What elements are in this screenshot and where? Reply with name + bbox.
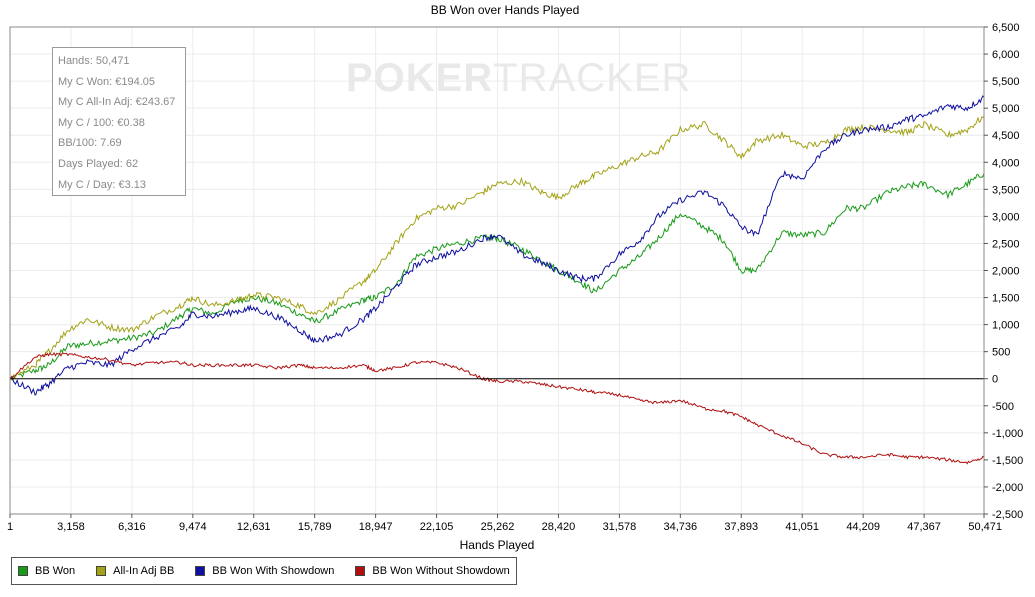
- x-tick-label: 28,420: [542, 521, 576, 533]
- x-tick-label: 47,367: [907, 521, 941, 533]
- legend-label: All-In Adj BB: [113, 565, 175, 577]
- y-tick-label: 2,000: [992, 266, 1020, 278]
- x-tick-label: 15,789: [298, 521, 332, 533]
- y-tick-label: 1,000: [992, 320, 1020, 332]
- y-tick-label: -2,000: [992, 482, 1023, 494]
- x-tick-label: 34,736: [664, 521, 698, 533]
- stats-box: Hands: 50,471 My C Won: €194.05 My C All…: [52, 47, 186, 196]
- stat-days-played: Days Played: 62: [58, 157, 139, 170]
- y-tick-label: 500: [992, 347, 1010, 359]
- y-tick-label: 6,000: [992, 49, 1020, 61]
- legend-item-all-in-adj[interactable]: All-In Adj BB: [96, 565, 174, 577]
- series-line-all-in-adj-bb: [9, 115, 985, 381]
- series-lines: [9, 95, 985, 465]
- y-tick-label: 5,000: [992, 103, 1020, 115]
- y-tick-label: 4,500: [992, 130, 1020, 142]
- x-tick-label: 12,631: [237, 521, 271, 533]
- y-tick-label: 3,000: [992, 211, 1020, 223]
- x-tick-label: 9,474: [179, 521, 207, 533]
- x-tick-label: 50,471: [968, 521, 1002, 533]
- y-tick-label: -2,500: [992, 509, 1023, 521]
- legend-swatch-with-showdown: [195, 566, 206, 576]
- y-tick-label: -500: [992, 401, 1014, 413]
- stat-hands: Hands: 50,471: [58, 55, 130, 67]
- pokertracker-watermark-logo: POKERTRACKER: [346, 56, 692, 100]
- legend-item-without-showdown[interactable]: BB Won Without Showdown: [355, 565, 510, 577]
- stat-my-c-per-day: My C / Day: €3.13: [58, 178, 147, 191]
- x-tick-label: 18,947: [359, 521, 393, 533]
- x-axis-ticks: 1 3,158 6,316 9,474 12,631 15,789 18,947 22,105…: [7, 514, 1002, 533]
- x-tick-label: 25,262: [481, 521, 515, 533]
- y-tick-label: 4,000: [992, 157, 1020, 169]
- x-tick-label: 6,316: [118, 521, 146, 533]
- y-tick-label: -1,000: [992, 428, 1023, 440]
- legend-swatch-all-in-adj: [96, 566, 107, 576]
- x-tick-label: 44,209: [846, 521, 880, 533]
- y-tick-label: 2,500: [992, 238, 1020, 250]
- series-line-bb-won-with-showdown: [9, 95, 985, 396]
- legend-label: BB Won: [35, 565, 76, 577]
- x-axis-label: Hands Played: [460, 538, 535, 552]
- stat-my-c-per-100: My C / 100: €0.38: [58, 116, 145, 129]
- y-tick-label: 0: [992, 374, 998, 386]
- x-tick-label: 3,158: [57, 521, 85, 533]
- legend-swatch-bb-won: [18, 566, 28, 576]
- x-tick-label: 41,051: [785, 521, 819, 533]
- y-axis-ticks: -2,500 -2,000 -1,500 -1,000 -500 0 500 1,000 1,5…: [984, 22, 1023, 521]
- y-tick-label: -1,500: [992, 455, 1023, 467]
- stat-bb-per-100: BB/100: 7.69: [58, 137, 122, 150]
- legend-swatch-without-showdown: [355, 566, 366, 576]
- stat-my-c-all-in-adj: My C All-In Adj: €243.67: [58, 96, 176, 109]
- legend-label: BB Won Without Showdown: [372, 565, 510, 577]
- series-line-bb-won-without-showdown: [9, 352, 985, 465]
- x-tick-label: 31,578: [603, 521, 637, 533]
- x-tick-label: 22,105: [420, 521, 454, 533]
- legend-label: BB Won With Showdown: [212, 565, 335, 577]
- stat-my-c-won: My C Won: €194.05: [58, 75, 156, 88]
- x-tick-label: 1: [7, 521, 13, 533]
- y-tick-label: 1,500: [992, 293, 1020, 305]
- chart-legend: BB Won All-In Adj BB BB Won With Showdow…: [11, 557, 517, 585]
- legend-item-with-showdown[interactable]: BB Won With Showdown: [195, 565, 334, 577]
- chart-title: BB Won over Hands Played: [431, 3, 580, 17]
- y-tick-label: 3,500: [992, 184, 1020, 196]
- y-tick-label: 6,500: [992, 22, 1020, 34]
- legend-item-bb-won[interactable]: BB Won: [18, 565, 75, 577]
- y-tick-label: 5,500: [992, 76, 1020, 88]
- x-tick-label: 37,893: [724, 521, 758, 533]
